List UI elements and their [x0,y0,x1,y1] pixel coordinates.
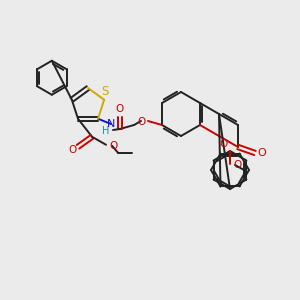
Text: N: N [107,119,115,129]
Text: O: O [234,160,242,170]
Text: O: O [116,104,124,114]
Text: S: S [101,85,109,98]
Text: O: O [219,139,227,149]
Text: O: O [68,145,76,155]
Text: H: H [102,126,110,136]
Text: O: O [109,141,117,151]
Text: O: O [137,117,145,127]
Text: O: O [258,148,266,158]
